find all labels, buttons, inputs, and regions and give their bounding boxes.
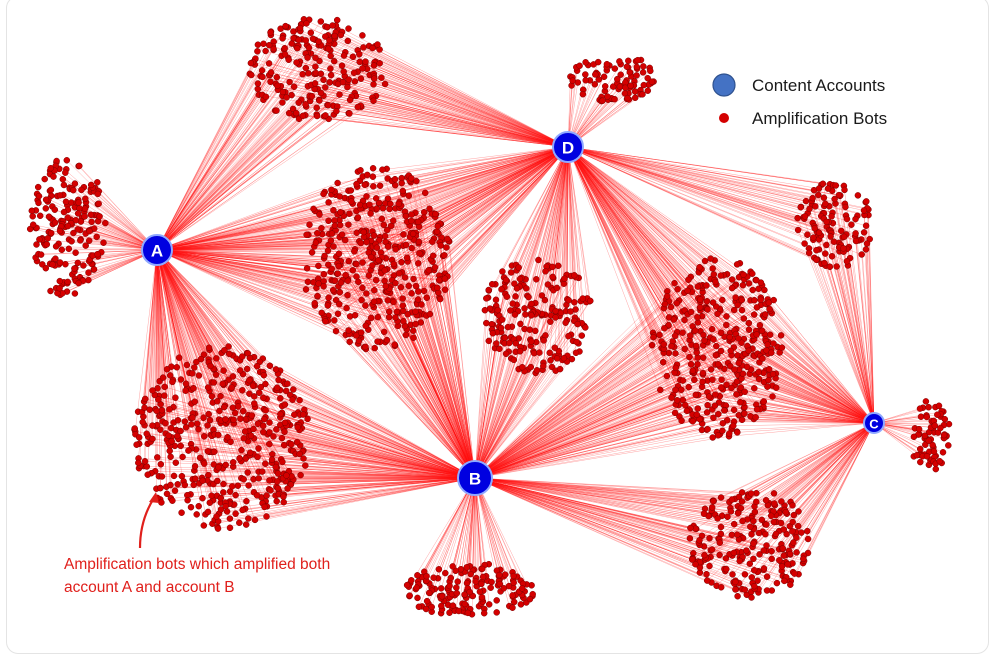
cluster-b-c-edges <box>474 422 875 598</box>
cluster-big-right <box>648 255 786 441</box>
hub-a: A <box>141 234 173 266</box>
cluster-center-a-d-edges <box>156 146 569 479</box>
cluster-far-c-edges <box>873 406 950 466</box>
annotation-arrow <box>138 492 159 549</box>
cluster-center-a-d <box>302 165 453 353</box>
hub-label-b: B <box>469 470 481 489</box>
cluster-mid-d-b <box>481 256 594 377</box>
cluster-a-b-edges <box>135 249 476 529</box>
cluster-b-c <box>686 489 812 601</box>
cluster-right-d-c-edges <box>567 146 875 424</box>
hub-d: D <box>552 131 584 163</box>
content-account-hubs: A B C D <box>141 131 885 496</box>
cluster-bottom-b <box>403 560 536 618</box>
hub-label-a: A <box>151 242 163 261</box>
figure-frame <box>6 0 989 654</box>
hub-label-d: D <box>562 139 574 158</box>
bot-clusters <box>26 16 953 618</box>
amplification-edges <box>30 19 950 615</box>
cluster-mid-d-b-edges <box>474 146 591 479</box>
cluster-left-a <box>26 157 109 299</box>
cluster-a-b <box>131 343 311 532</box>
cluster-top-a-d-edges <box>156 19 569 251</box>
annotation-line-2: account A and account B <box>64 579 235 596</box>
cluster-left-a-edges <box>30 160 158 295</box>
hub-b: B <box>457 460 493 496</box>
legend-bot-marker <box>719 113 729 123</box>
cluster-right-d-c <box>794 180 873 271</box>
cluster-top-a-d <box>246 16 389 123</box>
hub-c: C <box>863 412 885 434</box>
cluster-far-c <box>910 398 953 473</box>
cluster-bottom-b-edges <box>408 477 527 615</box>
hub-label-c: C <box>869 417 879 432</box>
cluster-top-d-edges <box>567 60 653 148</box>
annotation-line-1: Amplification bots which amplified both <box>64 556 331 573</box>
legend-content-label: Content Accounts <box>752 76 885 95</box>
legend-content-marker <box>712 73 736 97</box>
annotation: Amplification bots which amplified both … <box>64 553 394 599</box>
legend-bots-label: Amplification Bots <box>752 109 887 128</box>
legend: Content Accounts Amplification Bots <box>712 73 887 128</box>
cluster-top-d <box>567 56 657 105</box>
